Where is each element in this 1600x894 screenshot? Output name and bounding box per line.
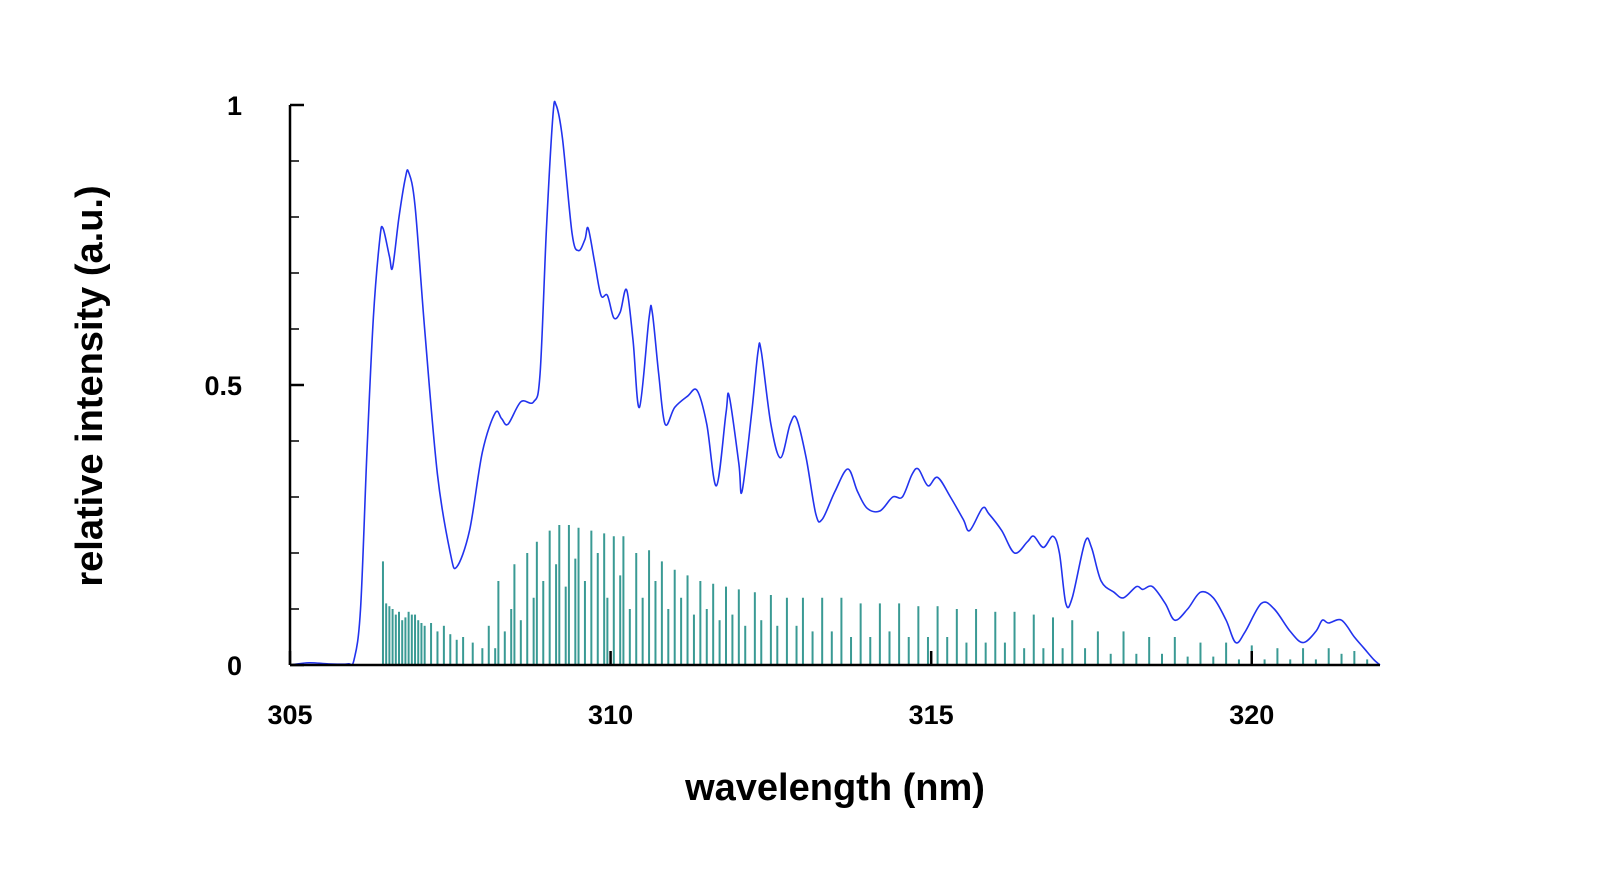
stick-spectrum bbox=[381, 525, 1369, 665]
y-tick-label: 0.5 bbox=[204, 371, 242, 401]
y-tick-label: 0 bbox=[227, 651, 242, 681]
x-axis-title: wavelength (nm) bbox=[684, 767, 985, 809]
x-tick-label: 315 bbox=[909, 700, 954, 730]
axes bbox=[288, 103, 1380, 667]
spectrum-curve bbox=[289, 100, 1381, 666]
y-tick-label: 1 bbox=[227, 91, 242, 121]
x-tick-label: 320 bbox=[1229, 700, 1274, 730]
tick-labels: 0 0.5 1 305 310 315 320 bbox=[204, 91, 1274, 730]
x-tick-label: 310 bbox=[588, 700, 633, 730]
x-tick-label: 305 bbox=[267, 700, 312, 730]
y-axis-title: relative intensity (a.u.) bbox=[69, 185, 111, 586]
spectrum-line bbox=[289, 100, 1381, 666]
